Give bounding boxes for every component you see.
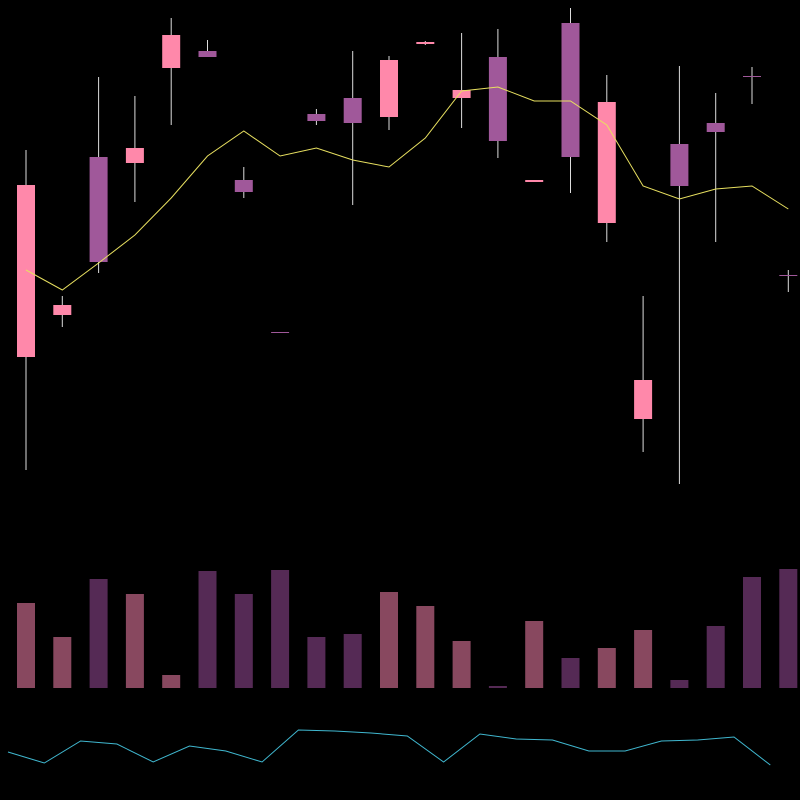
candle-body	[634, 380, 653, 419]
volume-bar	[561, 658, 580, 688]
volume-bar	[779, 569, 798, 688]
candle-body	[416, 42, 435, 44]
volume-bar	[743, 577, 761, 688]
volume-bar	[307, 637, 326, 688]
moving-average-line	[25, 86, 789, 291]
candle-body	[380, 60, 398, 117]
volume-bar	[234, 594, 253, 688]
candle-body	[670, 144, 689, 186]
candle-body	[89, 157, 108, 262]
candle-body	[234, 180, 253, 192]
candle-body	[488, 57, 507, 141]
candle-body	[779, 275, 798, 276]
volume-bar	[17, 603, 35, 688]
candle-body	[125, 148, 144, 163]
candle-body	[343, 98, 362, 123]
candle-body	[561, 23, 580, 157]
volume-bar	[343, 634, 362, 688]
volume-bar	[670, 680, 689, 688]
candle-body	[53, 305, 72, 315]
volume-bar	[89, 579, 108, 688]
volume-bar	[634, 630, 653, 688]
volume-bar	[198, 571, 217, 688]
volume-bar	[53, 637, 72, 688]
volume-bar	[271, 570, 290, 688]
volume-bar	[125, 594, 144, 688]
volume-bar	[706, 626, 725, 688]
candle-body	[271, 332, 290, 333]
candle-body	[17, 185, 35, 357]
volume-bar	[525, 621, 544, 688]
candle-body	[597, 102, 616, 223]
volume-bar	[162, 675, 181, 688]
volume-bar	[380, 592, 398, 688]
volume-bar	[597, 648, 616, 688]
volume-bar	[452, 641, 471, 688]
candle-body	[452, 90, 471, 98]
candle-body	[198, 51, 217, 57]
candle-body	[743, 76, 761, 77]
candle-body	[525, 180, 544, 182]
candle-body	[307, 114, 326, 121]
candle-body	[706, 123, 725, 132]
indicator-line	[7, 729, 771, 766]
candle-body	[162, 35, 181, 68]
volume-bar	[488, 686, 507, 688]
volume-bar	[416, 606, 435, 688]
